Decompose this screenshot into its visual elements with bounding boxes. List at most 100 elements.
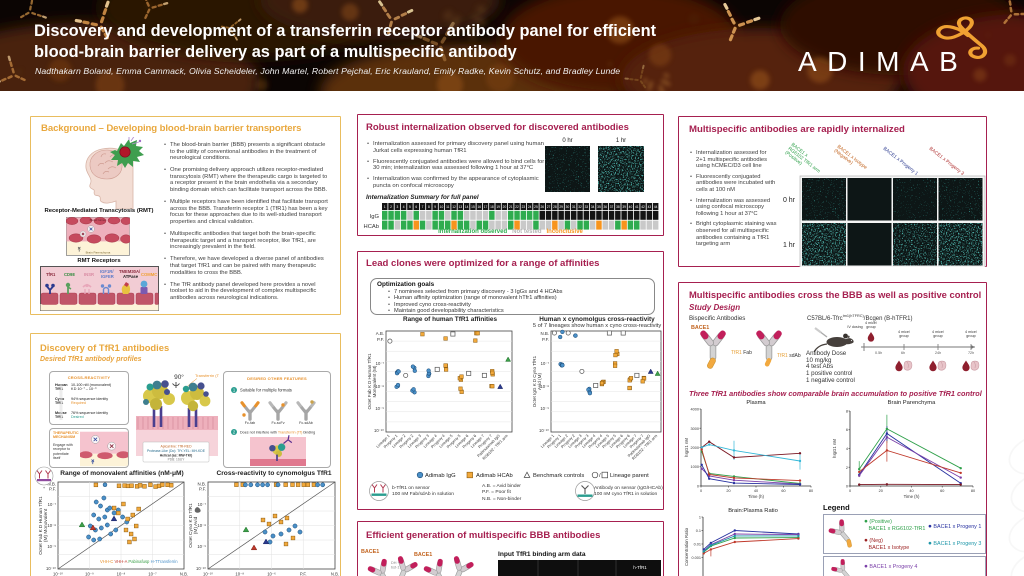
svg-text:30: 30: [566, 205, 570, 209]
svg-text:20: 20: [503, 205, 507, 209]
svg-text:10: 10: [440, 205, 444, 209]
svg-text:10⁻¹⁰: 10⁻¹⁰: [203, 572, 213, 576]
svg-text:(M) Monovalent: (M) Monovalent: [43, 508, 49, 542]
svg-text:0: 0: [697, 485, 699, 489]
svg-text:P.F.: P.F.: [542, 337, 549, 342]
svg-text:HCAb: HCAb: [364, 224, 379, 230]
svg-text:1: 1: [384, 205, 386, 209]
svg-text:13: 13: [459, 205, 463, 209]
svg-text:PDB: 1SUY: PDB: 1SUY: [168, 458, 186, 462]
svg-text:23: 23: [522, 205, 526, 209]
svg-text:10⁻⁷: 10⁻⁷: [148, 572, 157, 576]
svg-text:Time (h): Time (h): [904, 494, 920, 499]
svg-text:9: 9: [434, 205, 436, 209]
svg-text:Concentration Ratio: Concentration Ratio: [684, 527, 689, 566]
svg-text:IV dosing: IV dosing: [847, 325, 862, 329]
svg-text:0: 0: [700, 489, 702, 493]
svg-text:6: 6: [846, 428, 848, 432]
svg-text:40: 40: [909, 489, 913, 493]
svg-text:43: 43: [648, 205, 652, 209]
svg-text:3000: 3000: [691, 427, 699, 431]
svg-text:33: 33: [585, 205, 589, 209]
svg-text:group: group: [933, 334, 942, 338]
svg-text:8: 8: [428, 205, 430, 209]
svg-text:4000: 4000: [691, 408, 699, 412]
svg-text:10⁻⁸: 10⁻⁸: [117, 572, 126, 576]
svg-text:10⁻⁹: 10⁻⁹: [540, 406, 549, 411]
svg-text:Does not interfere with Transf: Does not interfere with Transferrin (Tf)…: [240, 431, 315, 435]
svg-text:Input TfR1 binding arm data: Input TfR1 binding arm data: [498, 551, 586, 558]
svg-text:40: 40: [754, 489, 758, 493]
svg-text:24: 24: [528, 205, 532, 209]
svg-text:41: 41: [635, 205, 639, 209]
svg-text:10⁻⁸: 10⁻⁸: [375, 384, 384, 389]
svg-text:IgG: IgG: [370, 214, 380, 220]
svg-text:0: 0: [846, 485, 848, 489]
svg-text:25: 25: [534, 205, 538, 209]
svg-text:10⁻⁹: 10⁻⁹: [375, 406, 384, 411]
svg-text:10⁻⁷: 10⁻⁷: [376, 361, 385, 366]
svg-text:hIgG1 nM: hIgG1 nM: [684, 438, 689, 457]
svg-text:TfR1 Fab: TfR1 Fab: [731, 350, 752, 356]
svg-text:38: 38: [616, 205, 620, 209]
svg-text:6h: 6h: [901, 351, 905, 355]
svg-text:BACE1: BACE1: [691, 325, 709, 331]
svg-text:Fc-scFv: Fc-scFv: [271, 421, 284, 425]
svg-text:35: 35: [597, 205, 601, 209]
svg-text:P.F.: P.F.: [377, 337, 384, 342]
svg-text:Adimab IgG: Adimab IgG: [425, 473, 456, 479]
svg-text:80: 80: [809, 489, 813, 493]
svg-text:Octet Fab K D Human TfR1: Octet Fab K D Human TfR1: [38, 496, 44, 555]
svg-text:16: 16: [477, 205, 481, 209]
svg-text:BACE1: BACE1: [414, 552, 432, 558]
svg-text:10⁻¹⁰: 10⁻¹⁰: [196, 566, 206, 571]
svg-text:10⁻⁷: 10⁻⁷: [48, 502, 57, 507]
svg-text:19: 19: [496, 205, 500, 209]
svg-text:22: 22: [515, 205, 519, 209]
svg-text:1000: 1000: [691, 465, 699, 469]
svg-text:Time (h): Time (h): [748, 494, 764, 499]
svg-text:N.B.: N.B.: [47, 482, 56, 487]
svg-text:10⁻¹⁰: 10⁻¹⁰: [46, 566, 56, 571]
svg-text:COMMC: COMMC: [141, 272, 157, 277]
svg-text:1 hr: 1 hr: [783, 242, 796, 249]
svg-text:(M) Avid: (M) Avid: [193, 516, 199, 534]
svg-text:29: 29: [559, 205, 563, 209]
svg-text:3: 3: [396, 205, 398, 209]
svg-text:h-TfR1: h-TfR1: [633, 565, 647, 570]
svg-text:72h: 72h: [968, 351, 974, 355]
svg-text:1: 1: [699, 516, 701, 520]
svg-text:Lineage parent: Lineage parent: [610, 473, 649, 479]
svg-text:BACE1 xRG6102 TfR1 arm(Positiv: BACE1 xRG6102 TfR1 arm(Positive): [784, 142, 825, 179]
svg-text:A.B.: A.B.: [376, 331, 384, 336]
svg-text:BACE1 x Progeny 1: BACE1 x Progeny 1: [882, 146, 920, 177]
svg-text:CD98: CD98: [64, 272, 75, 277]
svg-text:18: 18: [490, 205, 494, 209]
svg-text:10⁻⁹: 10⁻⁹: [197, 544, 206, 549]
svg-text:27: 27: [547, 205, 551, 209]
svg-text:N.B.: N.B.: [180, 572, 188, 576]
svg-text:5: 5: [409, 205, 411, 209]
svg-text:Octet IgG K D Cyno TfR1: Octet IgG K D Cyno TfR1: [532, 355, 537, 407]
svg-text:Helical (as: MW-TKI): Helical (as: MW-TKI): [160, 454, 193, 458]
svg-text:0.5h: 0.5h: [875, 351, 882, 355]
svg-text:P.F.: P.F.: [49, 487, 56, 492]
svg-text:2000: 2000: [691, 446, 699, 450]
svg-text:10⁻⁸: 10⁻⁸: [540, 384, 549, 389]
svg-text:INSR: INSR: [84, 272, 94, 277]
svg-text:TfR1 sdAb: TfR1 sdAb: [777, 353, 801, 359]
svg-text:Benchmark controls: Benchmark controls: [533, 473, 584, 479]
svg-text:TMEM30A/: TMEM30A/: [119, 269, 141, 274]
svg-text:0.01: 0.01: [694, 543, 701, 547]
svg-text:hIgG1 nM: hIgG1 nM: [832, 439, 837, 458]
svg-text:21: 21: [509, 205, 513, 209]
svg-text:10⁻⁸: 10⁻⁸: [197, 523, 206, 528]
svg-text:4 mice/: 4 mice/: [932, 330, 945, 334]
svg-text:10⁻¹⁰: 10⁻¹⁰: [539, 428, 549, 433]
svg-text:Brain Parenchyma: Brain Parenchyma: [86, 251, 111, 255]
svg-text:N.B.: N.B.: [540, 331, 549, 336]
svg-text:N.B.: N.B.: [197, 482, 206, 487]
svg-text:39: 39: [622, 205, 626, 209]
svg-text:P.F.: P.F.: [300, 572, 307, 576]
svg-text:N.B.: N.B.: [331, 572, 339, 576]
